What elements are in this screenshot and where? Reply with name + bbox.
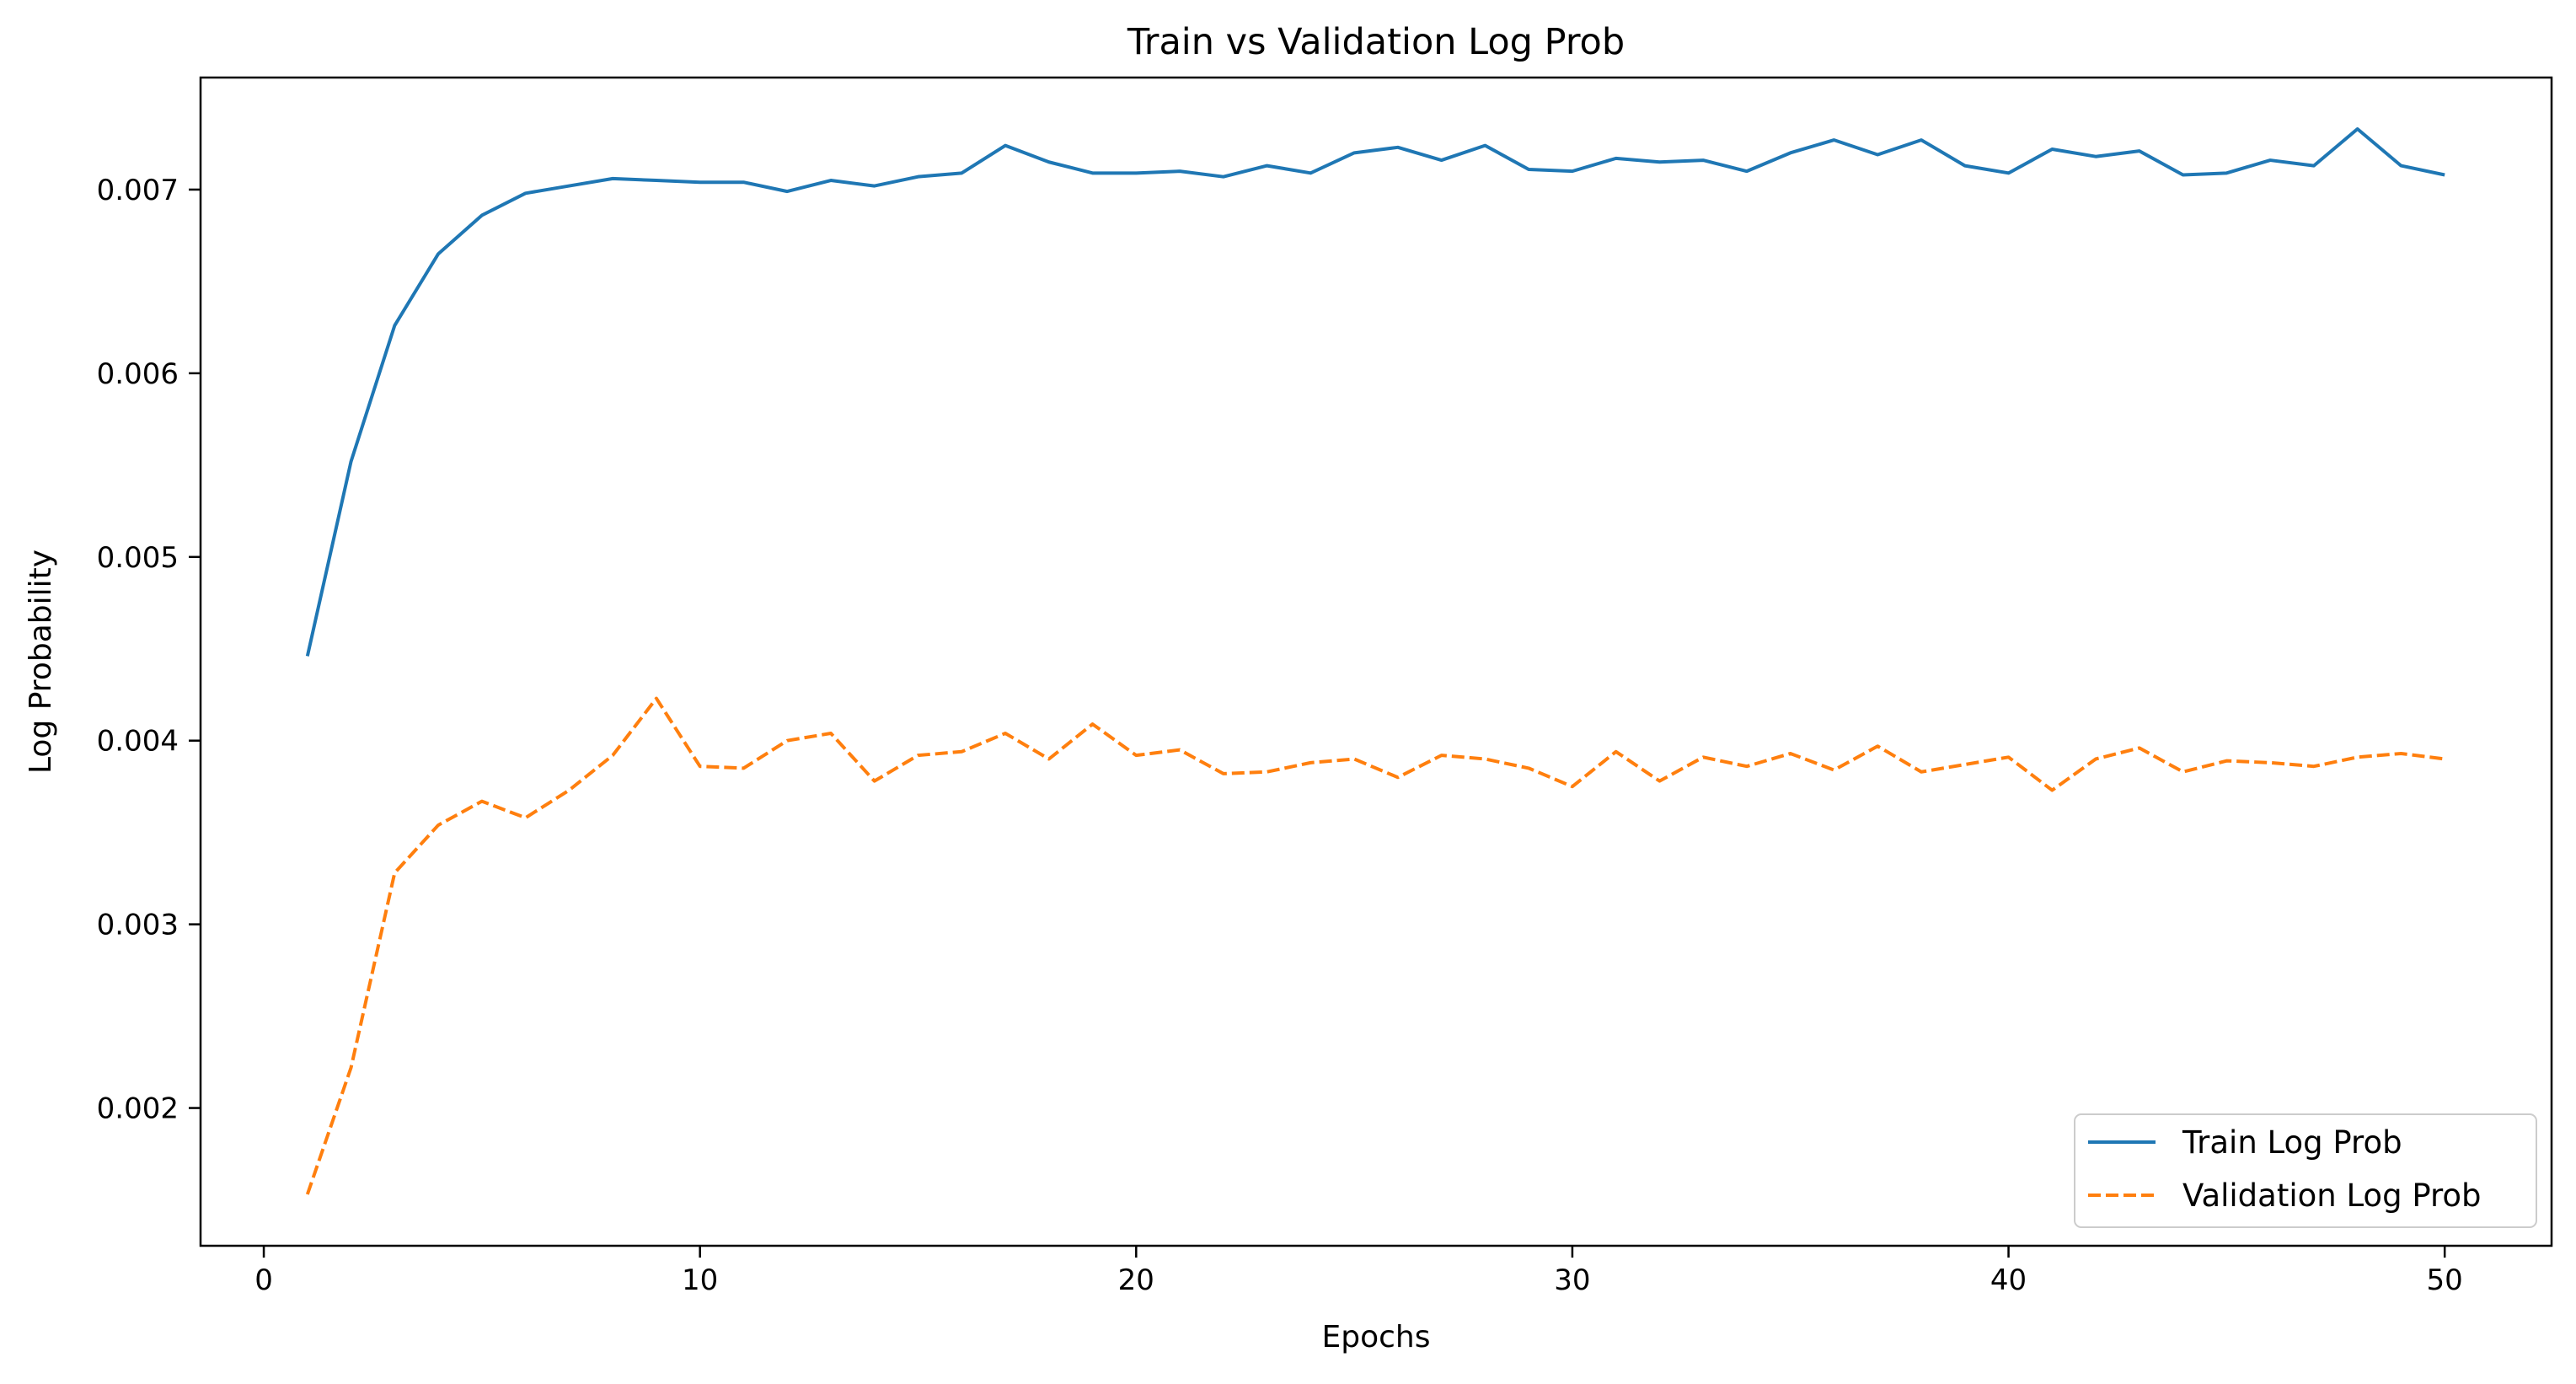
x-tick-label: 50: [2427, 1263, 2463, 1297]
x-tick-label: 0: [254, 1263, 273, 1297]
y-tick-label: 0.004: [97, 725, 179, 759]
y-tick-label: 0.006: [97, 357, 179, 391]
legend-label-validation: Validation Log Prob: [2182, 1177, 2482, 1214]
x-tick-label: 20: [1118, 1263, 1154, 1297]
x-tick-label: 10: [682, 1263, 718, 1297]
y-tick-label: 0.007: [97, 174, 179, 207]
chart-legend: Train Log Prob Validation Log Prob: [2074, 1113, 2537, 1228]
x-axis-label: Epochs: [1322, 1320, 1431, 1354]
plot-frame: [199, 76, 2553, 1247]
chart-title: Train vs Validation Log Prob: [1127, 21, 1625, 63]
legend-label-train: Train Log Prob: [2182, 1124, 2402, 1161]
x-tick-label: 30: [1554, 1263, 1590, 1297]
legend-box: [2074, 1113, 2537, 1228]
y-tick-label: 0.003: [97, 909, 179, 942]
y-tick-label: 0.002: [97, 1092, 179, 1126]
x-tick-label: 40: [1990, 1263, 2027, 1297]
y-tick-label: 0.005: [97, 541, 179, 575]
y-axis-label: Log Probability: [24, 550, 58, 774]
series-line-validation: [305, 696, 2445, 1195]
series-line-train: [305, 127, 2445, 657]
